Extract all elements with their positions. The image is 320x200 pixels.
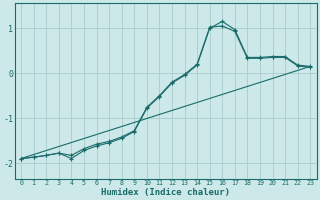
X-axis label: Humidex (Indice chaleur): Humidex (Indice chaleur)	[101, 188, 230, 197]
